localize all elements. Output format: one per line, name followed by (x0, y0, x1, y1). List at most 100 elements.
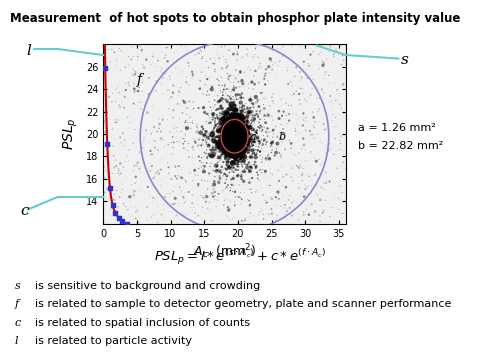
Point (180, 141, 187, 147)
Point (240, 130, 248, 136)
Point (193, 124, 201, 130)
Point (230, 134, 238, 140)
Text: c: c (14, 318, 21, 328)
Point (231, 133, 239, 139)
Point (231, 136, 239, 142)
Point (248, 120, 255, 126)
Point (153, 241, 161, 247)
Point (218, 136, 226, 142)
Point (234, 143, 242, 149)
Point (231, 145, 239, 151)
Point (232, 132, 240, 137)
Point (234, 134, 241, 140)
Point (232, 128, 240, 134)
Point (199, 166, 207, 172)
Point (238, 143, 245, 149)
Point (246, 214, 253, 220)
Point (225, 136, 233, 141)
Point (113, 58, 121, 64)
Point (213, 138, 220, 144)
Point (233, 129, 241, 135)
Point (169, 148, 177, 153)
Point (212, 139, 219, 145)
Point (204, 206, 212, 211)
Point (107, 207, 114, 212)
Point (232, 122, 240, 128)
Point (230, 146, 238, 152)
Point (231, 131, 239, 137)
Point (164, 77, 171, 83)
Point (333, 209, 341, 215)
Point (238, 140, 246, 146)
Point (227, 138, 235, 144)
Point (237, 138, 244, 143)
Point (108, 84, 115, 90)
Point (267, 58, 275, 64)
Point (229, 132, 237, 137)
Point (229, 146, 237, 151)
Point (123, 45, 131, 51)
Point (228, 138, 236, 144)
Point (225, 117, 233, 123)
Point (269, 98, 276, 104)
Point (190, 99, 197, 105)
Point (231, 130, 239, 136)
Point (234, 133, 241, 139)
Point (233, 126, 241, 132)
Point (223, 133, 230, 139)
Point (228, 165, 235, 170)
Point (225, 135, 233, 141)
Point (227, 121, 235, 127)
Point (227, 130, 235, 136)
Point (229, 129, 237, 135)
Point (322, 150, 329, 155)
Point (228, 141, 235, 147)
Point (231, 128, 239, 133)
Point (238, 108, 245, 114)
Point (151, 138, 159, 144)
Point (322, 69, 329, 75)
Point (254, 114, 262, 120)
Point (244, 133, 252, 139)
Point (233, 130, 240, 136)
Point (221, 134, 229, 140)
Point (230, 133, 238, 139)
Point (224, 133, 232, 139)
Point (213, 51, 221, 57)
Point (222, 140, 229, 146)
Point (254, 124, 262, 130)
Point (222, 117, 230, 122)
Point (285, 109, 292, 115)
Point (231, 133, 239, 139)
Point (215, 124, 223, 129)
Point (237, 139, 245, 145)
Point (284, 68, 291, 73)
Point (219, 138, 227, 143)
Point (232, 167, 240, 173)
Point (177, 129, 185, 134)
Point (194, 181, 202, 187)
Point (143, 109, 150, 115)
Point (227, 138, 234, 144)
Point (229, 122, 237, 128)
Point (234, 142, 241, 148)
Point (234, 131, 241, 137)
Point (248, 141, 255, 147)
Point (230, 133, 238, 139)
Point (229, 136, 237, 142)
Point (220, 87, 228, 92)
Point (155, 51, 163, 57)
Point (225, 135, 233, 141)
Point (300, 166, 307, 171)
Point (292, 65, 300, 71)
Point (233, 136, 241, 142)
Point (240, 126, 247, 132)
Point (227, 132, 235, 138)
Point (243, 141, 251, 146)
Point (241, 216, 249, 222)
Point (229, 125, 237, 131)
Point (231, 135, 239, 141)
Point (229, 134, 237, 140)
Point (224, 159, 232, 165)
Point (280, 130, 288, 136)
